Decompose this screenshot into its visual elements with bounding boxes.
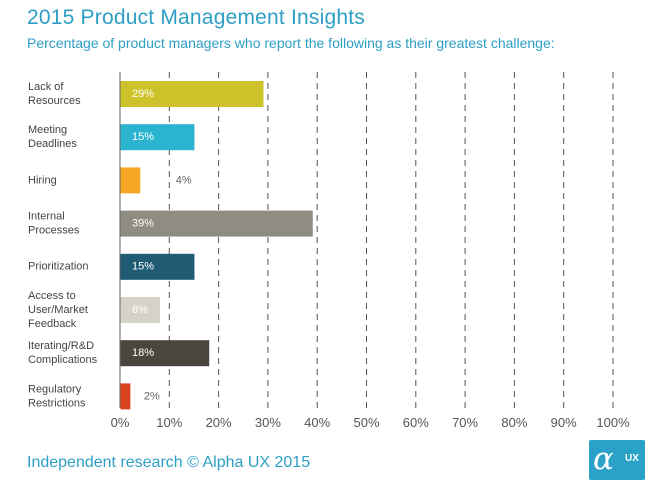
category-label: Internal xyxy=(28,211,65,223)
x-tick-label: 100% xyxy=(596,415,630,430)
alpha-symbol: α xyxy=(593,441,614,477)
bar xyxy=(120,167,141,194)
x-tick-label: 50% xyxy=(353,415,379,430)
x-tick-label: 30% xyxy=(255,415,281,430)
bar-value-label: 15% xyxy=(132,261,154,273)
bar-value-label: 2% xyxy=(144,390,160,402)
x-tick-label: 60% xyxy=(403,415,429,430)
bar-value-label: 15% xyxy=(132,131,154,143)
category-label: Resources xyxy=(28,95,81,107)
category-label: Iterating/R&D xyxy=(28,340,94,352)
x-tick-label: 10% xyxy=(156,415,182,430)
bar-value-label: 8% xyxy=(132,304,148,316)
category-label: Regulatory xyxy=(28,383,82,395)
x-tick-label: 90% xyxy=(551,415,577,430)
category-label: Hiring xyxy=(28,174,57,186)
x-tick-label: 40% xyxy=(304,415,330,430)
logo-ux-text: UX xyxy=(625,453,639,464)
chart-title: 2015 Product Management Insights xyxy=(27,6,365,29)
bar xyxy=(120,297,160,323)
bar xyxy=(120,340,210,367)
bar xyxy=(120,81,264,107)
bar xyxy=(120,210,313,237)
x-tick-label: 0% xyxy=(111,415,130,430)
category-label: Feedback xyxy=(28,318,77,330)
alpha-ux-logo: α UX xyxy=(589,440,645,480)
bar xyxy=(120,383,131,410)
category-label: Deadlines xyxy=(28,138,77,150)
category-label: User/Market xyxy=(28,304,88,316)
x-tick-label: 70% xyxy=(452,415,478,430)
category-label: Prioritization xyxy=(28,261,89,273)
bar-value-label: 29% xyxy=(132,88,154,100)
category-label: Lack of xyxy=(28,81,64,93)
chart-subtitle: Percentage of product managers who repor… xyxy=(27,35,555,51)
x-tick-label: 20% xyxy=(206,415,232,430)
bar-value-label: 18% xyxy=(132,347,154,359)
x-tick-label: 80% xyxy=(501,415,527,430)
category-label: Processes xyxy=(28,225,80,237)
bar xyxy=(120,124,195,151)
bar-chart: 0% 10% 20% 30% 40% 50% 60% 70% 80% 90% 100% 29% Lack… xyxy=(28,72,630,430)
footer-credit: Independent research © Alpha UX 2015 xyxy=(27,454,311,471)
bar-value-label: 39% xyxy=(132,218,154,230)
bar-value-label: 4% xyxy=(176,174,192,186)
category-label: Restrictions xyxy=(28,397,86,409)
category-label: Complications xyxy=(28,354,98,366)
category-label: Access to xyxy=(28,290,76,302)
category-label: Meeting xyxy=(28,124,67,136)
bar xyxy=(120,253,195,280)
